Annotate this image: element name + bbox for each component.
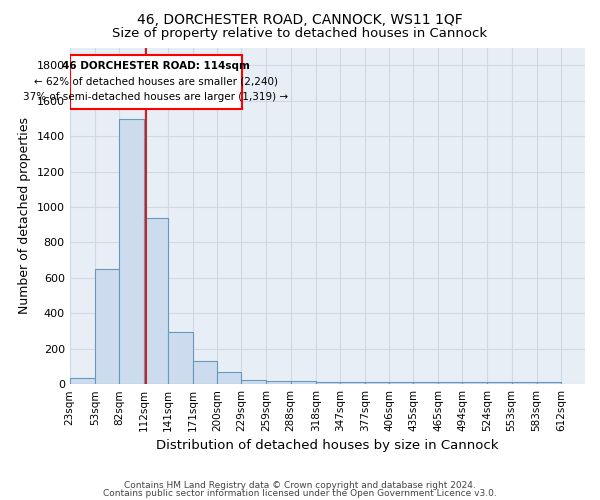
Bar — [389, 382, 413, 384]
Bar — [365, 382, 389, 384]
Bar — [95, 270, 119, 384]
X-axis label: Distribution of detached houses by size in Cannock: Distribution of detached houses by size … — [156, 440, 499, 452]
Bar — [438, 382, 463, 384]
Text: 46, DORCHESTER ROAD, CANNOCK, WS11 1QF: 46, DORCHESTER ROAD, CANNOCK, WS11 1QF — [137, 12, 463, 26]
Bar — [119, 119, 144, 384]
Text: Contains HM Land Registry data © Crown copyright and database right 2024.: Contains HM Land Registry data © Crown c… — [124, 480, 476, 490]
Text: ← 62% of detached houses are smaller (2,240): ← 62% of detached houses are smaller (2,… — [34, 76, 278, 86]
Bar — [217, 372, 241, 384]
Bar — [316, 382, 340, 384]
Text: Contains public sector information licensed under the Open Government Licence v3: Contains public sector information licen… — [103, 490, 497, 498]
Bar — [290, 381, 316, 384]
Text: 37% of semi-detached houses are larger (1,319) →: 37% of semi-detached houses are larger (… — [23, 92, 289, 102]
Bar — [413, 382, 438, 384]
Bar — [144, 218, 168, 384]
Text: 46 DORCHESTER ROAD: 114sqm: 46 DORCHESTER ROAD: 114sqm — [62, 62, 250, 72]
Bar — [512, 382, 536, 384]
Bar — [193, 361, 217, 384]
Bar — [463, 382, 487, 384]
Bar — [168, 332, 193, 384]
Text: Size of property relative to detached houses in Cannock: Size of property relative to detached ho… — [112, 28, 488, 40]
Bar — [536, 382, 561, 384]
Bar — [241, 380, 266, 384]
Bar — [266, 380, 290, 384]
Y-axis label: Number of detached properties: Number of detached properties — [18, 118, 31, 314]
Bar — [340, 382, 365, 384]
Bar — [70, 378, 95, 384]
Bar — [70, 54, 242, 108]
Bar — [487, 382, 512, 384]
